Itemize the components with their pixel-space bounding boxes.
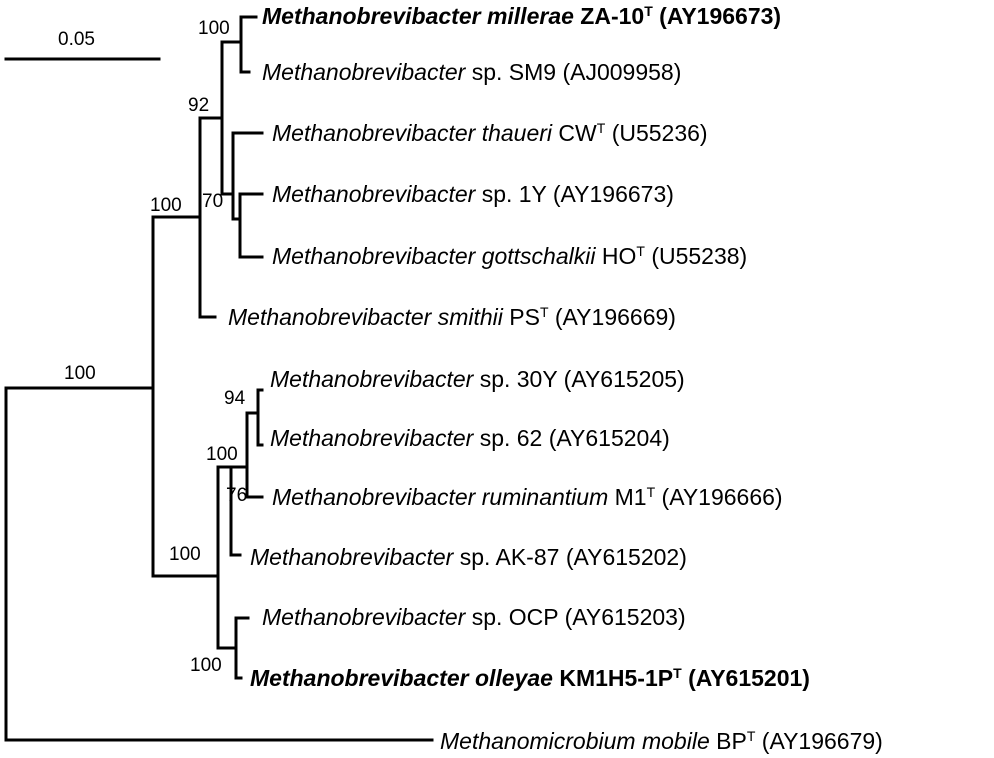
accession-number: (AY615202) [565,544,687,570]
strain-name: HO [601,243,637,269]
genus-name: Methanobrevibacter [262,604,466,630]
taxon-label: Methanobrevibacter gottschalkii HOT (U55… [272,243,748,269]
bootstrap-value: 92 [188,95,210,116]
strain-name: sp. OCP [471,604,559,630]
accession-number: (AY196679) [761,728,883,754]
accession-number: (AY615204) [548,425,670,451]
species-epithet: thaueri [481,120,553,146]
bootstrap-value: 100 [169,544,201,565]
taxon-label: Methanobrevibacter sp. SM9 (AJ009958) [262,61,681,84]
taxon-label: Methanomicrobium mobile BPT (AY196679) [440,728,883,754]
taxon-label: Methanobrevibacter sp. 62 (AY615204) [270,427,670,450]
genus-name: Methanobrevibacter [228,304,432,330]
genus-name: Methanobrevibacter [262,3,481,29]
scale-bar-label: 0.05 [58,29,95,50]
accession-number: (AY615201) [688,665,810,691]
accession-number: (AY196673) [659,3,782,29]
taxon-label: Methanobrevibacter thaueri CWT (U55236) [272,120,708,146]
accession-number: (AY196669) [554,304,676,330]
accession-number: (AY196673) [552,181,674,207]
bootstrap-value: 94 [224,388,246,409]
type-strain-marker: T [746,728,756,744]
taxon-label: Methanobrevibacter ruminantium M1T (AY19… [272,484,783,510]
bootstrap-value: 100 [190,655,222,676]
accession-number: (AY615205) [563,366,685,392]
taxon-label: Methanobrevibacter sp. 1Y (AY196673) [272,183,674,206]
accession-number: (U55238) [651,243,748,269]
strain-name: sp. 30Y [479,366,558,392]
strain-name: sp. 62 [479,425,543,451]
genus-name: Methanobrevibacter [250,544,454,570]
genus-name: Methanobrevibacter [250,665,469,691]
bootstrap-value: 100 [198,18,230,39]
taxon-label: Methanobrevibacter sp. AK-87 (AY615202) [250,546,687,569]
strain-name: KM1H5-1P [559,665,674,691]
strain-name: sp. AK-87 [459,544,560,570]
type-strain-marker: T [636,243,645,259]
strain-name: sp. 1Y [481,181,547,207]
genus-name: Methanobrevibacter [272,181,476,207]
type-strain-marker: T [644,3,653,19]
strain-name: PS [509,304,540,330]
taxon-label: Methanobrevibacter smithii PST (AY196669… [228,304,676,330]
bootstrap-value: 76 [226,485,248,506]
genus-name: Methanobrevibacter [270,425,474,451]
genus-name: Methanobrevibacter [272,120,476,146]
bootstrap-value: 100 [64,363,96,384]
species-epithet: mobile [641,728,710,754]
genus-name: Methanobrevibacter [262,59,466,85]
strain-name: BP [716,728,747,754]
genus-name: Methanobrevibacter [272,484,476,510]
accession-number: (U55236) [611,120,708,146]
type-strain-marker: T [596,120,606,136]
bootstrap-value: 70 [202,191,224,212]
accession-number: (AY615203) [564,604,686,630]
species-epithet: smithii [437,304,503,330]
genus-name: Methanomicrobium [440,728,636,754]
taxon-label: Methanobrevibacter sp. OCP (AY615203) [262,606,686,629]
type-strain-marker: T [646,484,656,500]
species-epithet: millerae [486,3,574,29]
strain-name: CW [558,120,597,146]
type-strain-marker: T [673,665,682,681]
species-epithet: ruminantium [481,484,609,510]
strain-name: sp. SM9 [471,59,557,85]
accession-number: (AY196666) [661,484,783,510]
genus-name: Methanobrevibacter [272,243,476,269]
bootstrap-value: 100 [150,195,182,216]
taxon-label: Methanobrevibacter olleyae KM1H5-1PT (AY… [250,665,810,691]
strain-name: ZA-10 [580,3,645,29]
taxon-label: Methanobrevibacter millerae ZA-10T (AY19… [262,3,782,29]
species-epithet: olleyae [474,665,553,691]
accession-number: (AJ009958) [562,59,682,85]
bootstrap-value: 100 [206,444,238,465]
species-epithet: gottschalkii [481,243,596,269]
strain-name: M1 [614,484,647,510]
genus-name: Methanobrevibacter [270,366,474,392]
taxon-label: Methanobrevibacter sp. 30Y (AY615205) [270,368,685,391]
type-strain-marker: T [539,304,549,320]
